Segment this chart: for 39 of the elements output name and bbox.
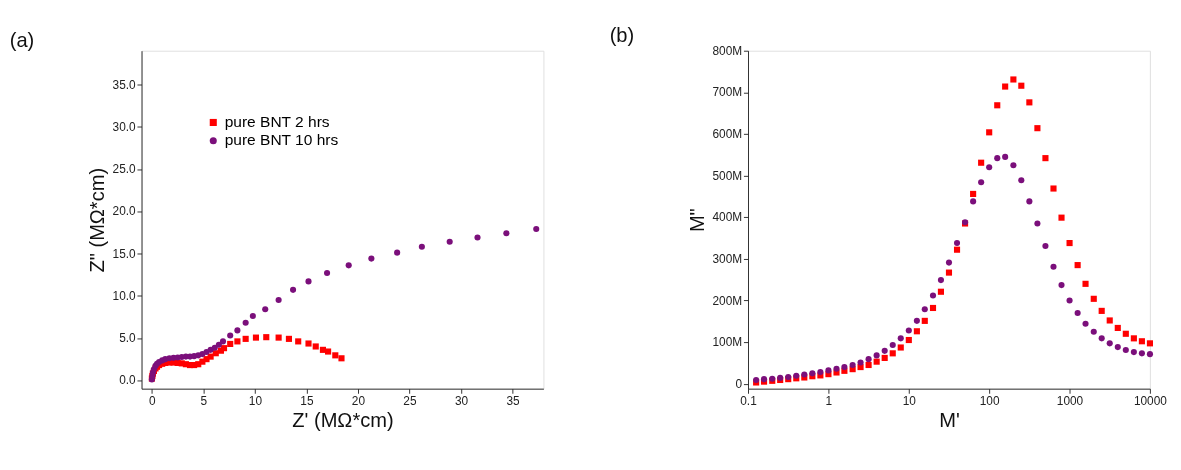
y-tick-label: 20.0 xyxy=(112,204,137,219)
y-tick-label: 400M xyxy=(712,210,743,225)
legend-label: pure BNT 2 hrs xyxy=(224,113,330,131)
y-tick-label: 0 xyxy=(735,376,743,391)
x-tick-label: 10 xyxy=(248,393,263,408)
x-tick-label: 100 xyxy=(979,393,1000,408)
x-tick-label: 10 xyxy=(902,393,917,408)
x-tick-label: 5 xyxy=(200,393,208,408)
x-tick-label: 10000 xyxy=(1133,393,1168,408)
y-tick-label: 500M xyxy=(712,168,743,183)
y-tick-label: 5.0 xyxy=(119,331,137,346)
x-tick-label: 30 xyxy=(454,393,469,408)
y-tick-label: 600M xyxy=(712,127,743,142)
y-tick-label: 700M xyxy=(712,85,743,100)
x-axis-title: Z' (MΩ*cm) xyxy=(292,408,394,431)
x-axis-title: M' xyxy=(939,408,960,431)
x-tick-label: 15 xyxy=(300,393,314,408)
y-tick-label: 200M xyxy=(712,293,743,308)
y-tick-label: 25.0 xyxy=(112,162,137,177)
y-tick-label: 800M xyxy=(712,43,743,58)
chart-title: (b) xyxy=(609,23,635,46)
y-tick-label: 300M xyxy=(712,251,743,266)
y-tick-label: 0.0 xyxy=(119,373,137,388)
y-tick-label: 100M xyxy=(712,335,743,350)
y-tick-label: 15.0 xyxy=(112,246,137,261)
x-tick-label: 1000 xyxy=(1056,393,1084,408)
y-tick-label: 30.0 xyxy=(112,119,137,134)
y-axis-title: M" xyxy=(686,208,709,233)
y-axis-title: Z" (MΩ*cm) xyxy=(86,167,109,273)
x-tick-label: 0.1 xyxy=(740,393,758,408)
x-tick-label: 1 xyxy=(825,393,833,408)
legend-label: pure BNT 10 hrs xyxy=(224,131,339,149)
y-tick-label: 35.0 xyxy=(112,77,137,92)
x-tick-label: 20 xyxy=(351,393,366,408)
x-tick-label: 0 xyxy=(149,393,157,408)
x-tick-label: 25 xyxy=(403,393,417,408)
chart-title: (a) xyxy=(9,29,35,52)
y-tick-label: 10.0 xyxy=(112,288,137,303)
x-tick-label: 35 xyxy=(506,393,520,408)
